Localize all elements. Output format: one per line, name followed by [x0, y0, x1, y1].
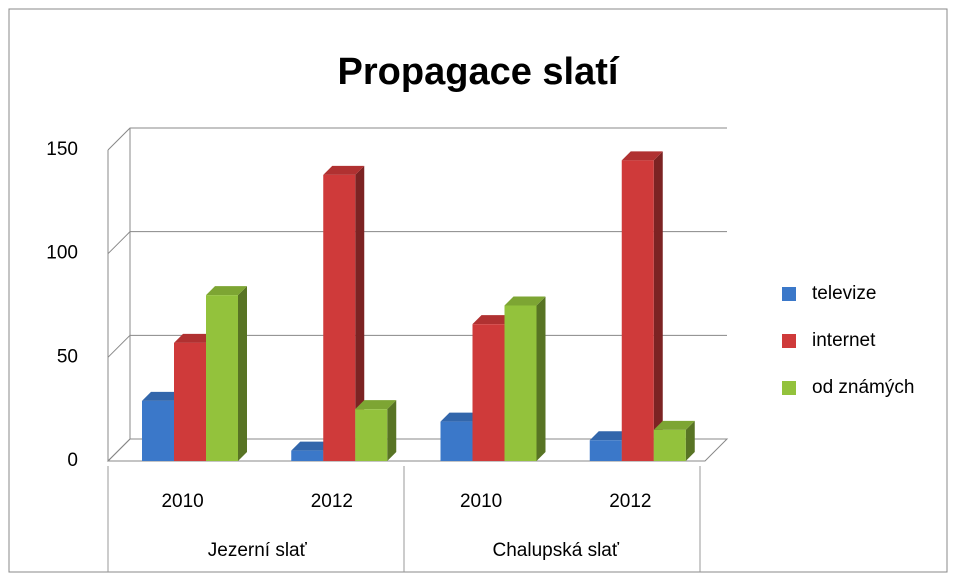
bar-side: [355, 165, 365, 461]
bar-front: [589, 440, 622, 461]
bar: [621, 151, 663, 461]
x-tick-label: 2010: [161, 491, 203, 512]
group-label: Jezerní slať: [208, 540, 308, 561]
bar-front: [504, 305, 537, 461]
bar: [323, 165, 365, 461]
bar-front: [440, 421, 473, 461]
x-tick-label: 2012: [311, 491, 353, 512]
bar-top: [174, 333, 215, 343]
y-tick-label: 100: [46, 243, 78, 264]
bar-front: [174, 342, 206, 461]
bar-front: [323, 174, 356, 461]
group-label: Chalupská slať: [493, 540, 620, 561]
bar-top: [206, 286, 247, 296]
legend-marker: [782, 334, 796, 348]
grid-line: [107, 127, 727, 151]
bar-top: [504, 296, 546, 306]
bar: [472, 315, 514, 461]
legend-label: internet: [812, 330, 876, 351]
category-separators: [107, 466, 701, 572]
legend-label: od známých: [812, 377, 914, 398]
bar: [653, 420, 695, 461]
bar-top: [355, 400, 397, 410]
bar-front: [206, 295, 238, 461]
bar-front: [653, 429, 686, 461]
y-tick-label: 50: [57, 346, 78, 367]
legend-marker: [782, 287, 796, 301]
bar: [504, 296, 546, 461]
bar-front: [291, 450, 324, 461]
bar-side: [653, 151, 663, 461]
chart-border: [8, 8, 948, 573]
x-tick-label: 2012: [609, 491, 651, 512]
bar: [206, 286, 247, 461]
bar-top: [472, 315, 514, 325]
bar-front: [472, 324, 505, 461]
bar: [355, 400, 397, 461]
legend-marker: [782, 381, 796, 395]
bar-front: [142, 400, 174, 461]
bar-top: [323, 165, 365, 175]
bar-top: [589, 431, 631, 441]
bar-top: [291, 441, 333, 451]
bar-side: [238, 286, 247, 461]
y-tick-label: 0: [67, 450, 78, 471]
bar-side: [387, 400, 397, 461]
bar-top: [440, 412, 482, 422]
bar-top: [621, 151, 663, 161]
chart-title: Propagace slatí: [338, 51, 620, 93]
grid-line: [107, 231, 727, 255]
legend-label: televize: [812, 283, 876, 304]
x-tick-label: 2010: [460, 491, 502, 512]
bar-front: [621, 160, 654, 461]
bar-side: [685, 420, 695, 461]
bar-front: [355, 409, 388, 461]
y-tick-label: 150: [46, 139, 78, 160]
bar-side: [536, 296, 546, 461]
bar-top: [653, 420, 695, 430]
bar-top: [142, 391, 183, 401]
